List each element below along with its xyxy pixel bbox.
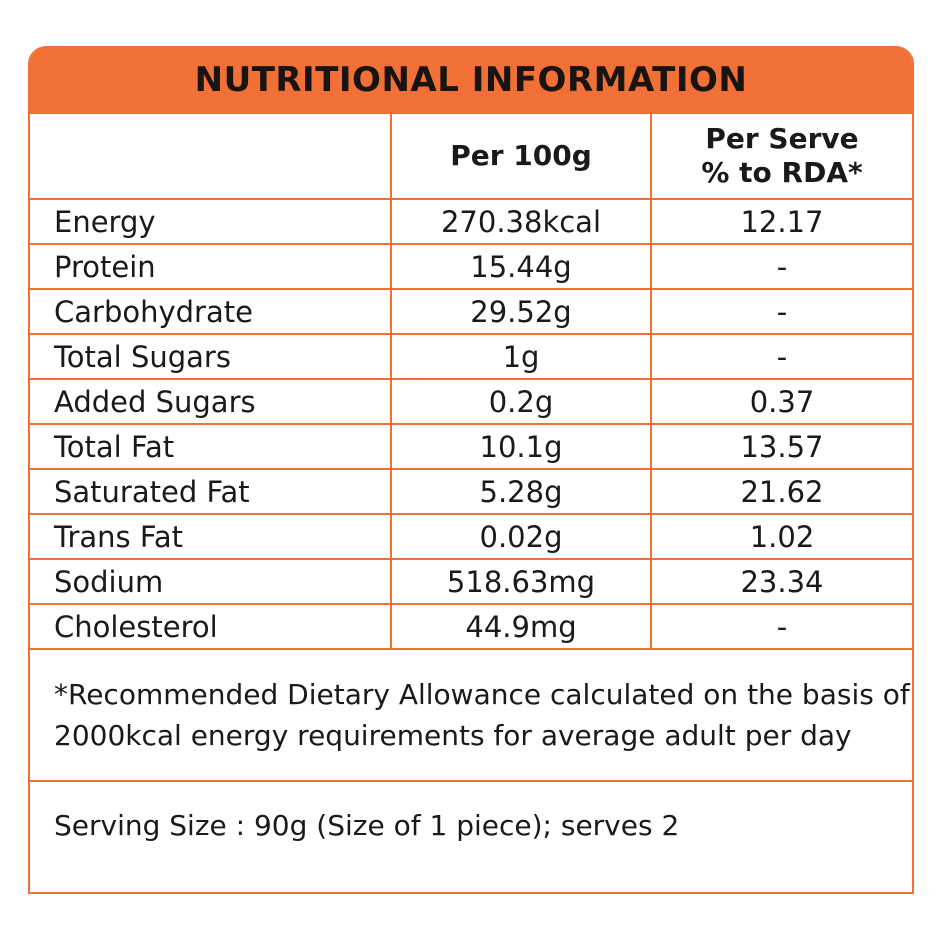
per-100g-value: 270.38kcal: [390, 198, 652, 245]
rda-value: 21.62: [650, 468, 912, 515]
per-100g-value: 29.52g: [390, 288, 652, 335]
table-row: Energy 270.38kcal 12.17: [30, 198, 912, 245]
rda-value: -: [650, 288, 912, 335]
nutrient-name: Trans Fat: [30, 513, 392, 560]
table-row: Cholesterol 44.9mg -: [30, 603, 912, 650]
rda-value: -: [650, 243, 912, 290]
header-per-100g: Per 100g: [390, 114, 652, 200]
rda-value: -: [650, 333, 912, 380]
nutrient-name: Total Fat: [30, 423, 392, 470]
rda-value: 12.17: [650, 198, 912, 245]
notes-table: *Recommended Dietary Allowance calculate…: [30, 650, 912, 868]
header-per-serve-rda: Per Serve% to RDA*: [650, 114, 912, 200]
nutrient-name: Cholesterol: [30, 603, 392, 650]
table-row: Added Sugars 0.2g 0.37: [30, 378, 912, 425]
nutrition-table: Per 100g Per Serve% to RDA* Energy 270.38…: [30, 114, 912, 650]
per-100g-value: 44.9mg: [390, 603, 652, 650]
nutrition-panel: NUTRITIONAL INFORMATION Per 100g Per Ser…: [28, 46, 914, 894]
per-100g-value: 5.28g: [390, 468, 652, 515]
table-row: Carbohydrate 29.52g -: [30, 288, 912, 335]
rda-value: 0.37: [650, 378, 912, 425]
header-row: Per 100g Per Serve% to RDA*: [30, 114, 912, 200]
nutrient-name: Total Sugars: [30, 333, 392, 380]
nutrient-name: Carbohydrate: [30, 288, 392, 335]
table-row: Total Sugars 1g -: [30, 333, 912, 380]
nutrient-name: Added Sugars: [30, 378, 392, 425]
table-row: Total Fat 10.1g 13.57: [30, 423, 912, 470]
per-100g-value: 15.44g: [390, 243, 652, 290]
serving-size: Serving Size : 90g (Size of 1 piece); se…: [30, 780, 912, 868]
header-per-serve: Per Serve: [705, 122, 859, 155]
nutrient-name: Sodium: [30, 558, 392, 605]
footnote: *Recommended Dietary Allowance calculate…: [30, 650, 912, 782]
per-100g-value: 10.1g: [390, 423, 652, 470]
per-100g-value: 0.2g: [390, 378, 652, 425]
rda-value: -: [650, 603, 912, 650]
rda-value: 1.02: [650, 513, 912, 560]
per-100g-value: 1g: [390, 333, 652, 380]
per-100g-value: 518.63mg: [390, 558, 652, 605]
rda-value: 13.57: [650, 423, 912, 470]
panel-title: NUTRITIONAL INFORMATION: [30, 46, 912, 114]
nutrient-name: Protein: [30, 243, 392, 290]
table-row: Protein 15.44g -: [30, 243, 912, 290]
rda-value: 23.34: [650, 558, 912, 605]
per-100g-value: 0.02g: [390, 513, 652, 560]
header-empty: [30, 114, 392, 200]
nutrient-name: Energy: [30, 198, 392, 245]
header-rda: % to RDA*: [701, 156, 863, 189]
table-row: Sodium 518.63mg 23.34: [30, 558, 912, 605]
nutrient-name: Saturated Fat: [30, 468, 392, 515]
table-row: Trans Fat 0.02g 1.02: [30, 513, 912, 560]
table-row: Saturated Fat 5.28g 21.62: [30, 468, 912, 515]
